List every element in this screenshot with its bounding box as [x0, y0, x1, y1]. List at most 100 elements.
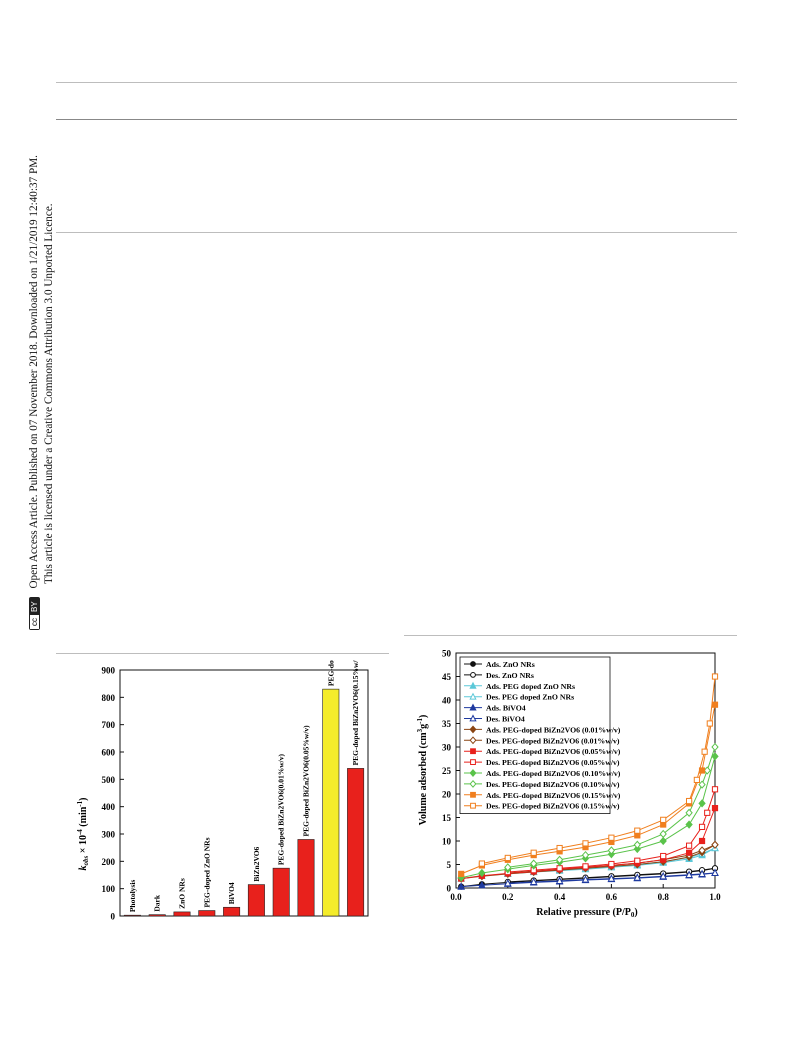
iso-y-tick-label: 10 [442, 837, 452, 847]
bar-category-label: Photolysis [128, 880, 137, 913]
cc-by-badge: ccBY [28, 597, 40, 630]
header-rule-bottom [56, 119, 737, 120]
data-point [633, 873, 642, 881]
bar-category-label: PEG-doped BiZn2VO6(0.15%w/v) [351, 660, 360, 765]
data-point [685, 870, 693, 878]
iso-x-axis-label: Relative pressure (P/P0) [536, 907, 637, 919]
data-point [608, 834, 615, 841]
legend-entry: Des. PEG-doped BiZn2VO6 (0.01%w/v) [486, 736, 620, 745]
data-point [581, 875, 590, 883]
data-point [469, 736, 477, 745]
data-point [457, 882, 466, 890]
data-point [608, 860, 615, 868]
data-point [659, 836, 667, 846]
iso-y-tick-label: 0 [447, 884, 452, 894]
data-point [470, 759, 476, 765]
bar-y-tick-label: 500 [102, 775, 116, 785]
data-point [706, 720, 713, 727]
data-point [582, 863, 589, 870]
data-point [686, 849, 693, 856]
bar-y-tick-label: 800 [102, 693, 116, 703]
legend-entry: Ads. PEG-doped BiZn2VO6 (0.15%w/v) [486, 791, 621, 800]
bar-category-label: PEG-doped BiZn2VO6(0.01%w/v) [277, 754, 286, 866]
legend-entry: Des. BiVO4 [486, 715, 525, 724]
header-rule-top [56, 82, 737, 83]
data-point [581, 850, 590, 860]
data-point [633, 844, 641, 854]
data-point [469, 681, 477, 689]
iso-y-tick-label: 45 [442, 672, 452, 682]
data-point [530, 859, 538, 868]
legend-entry: Des. ZnO NRs [486, 671, 534, 680]
iso-x-tick-label: 0.0 [450, 892, 462, 902]
iso-y-tick-label: 35 [442, 719, 452, 729]
series-line [507, 872, 716, 884]
data-point [711, 752, 719, 761]
data-point [693, 776, 700, 784]
legend-entry: Des. PEG doped ZnO NRs [486, 693, 574, 702]
data-point [470, 748, 476, 755]
bar [223, 906, 241, 917]
data-point [634, 827, 641, 834]
data-point [685, 808, 693, 817]
series-line [507, 867, 716, 883]
bar [272, 867, 290, 917]
bar-plot-frame [119, 669, 369, 917]
open-access-notice: ccBY Open Access Article. Published on 0… [28, 0, 44, 630]
data-point [698, 869, 706, 877]
bar-category-label: ZnO NRs [178, 878, 187, 909]
isotherm-series [504, 786, 719, 876]
data-point [704, 809, 711, 816]
data-point [711, 786, 719, 793]
iso-x-tick-label: 0.6 [606, 892, 618, 902]
data-point [529, 877, 538, 885]
legend-box [459, 656, 611, 815]
data-point [711, 840, 719, 849]
rate-constant-bar-chart: kobs × 10-4 (min-1) 0 100 200 300 400 500 600 7… [76, 660, 369, 922]
data-point [470, 791, 476, 798]
data-point [555, 855, 564, 864]
open-access-line: Open Access Article. Published on 07 Nov… [28, 155, 40, 589]
data-point [469, 692, 477, 700]
bar-y-tick-label: 100 [102, 884, 116, 894]
bar-y-axis-label: kobs × 10-4 (min-1) [76, 798, 90, 871]
data-point [469, 714, 477, 722]
data-point [478, 868, 486, 878]
bar-y-tick-label: 200 [102, 857, 116, 867]
data-point [698, 837, 706, 845]
data-point [556, 844, 563, 852]
legend-entry: Ads. PEG-doped BiZn2VO6 (0.01%w/v) [486, 725, 621, 734]
data-point [607, 874, 616, 882]
data-point [504, 854, 511, 862]
data-point [469, 769, 477, 777]
data-point [711, 673, 719, 680]
iso-legend: Ads. ZnO NRs Des. ZnO NRs Ads. PEG doped Z… [459, 656, 621, 815]
data-point [698, 799, 706, 808]
bar-y-tick-label: 700 [102, 720, 116, 730]
bar-y-tick-label: 0 [111, 912, 116, 922]
data-point [698, 823, 706, 831]
data-point [470, 672, 476, 678]
iso-x-tick-label: 1.0 [709, 892, 721, 902]
bar-y-tick-label: 900 [102, 666, 116, 676]
bar [297, 839, 315, 917]
data-point [698, 780, 706, 789]
data-point [582, 840, 589, 847]
bar-marks: Photolysis Dark ZnO NRs PEG-doped ZnO NRs Bi… [123, 660, 365, 917]
bar [247, 884, 265, 917]
bar-ticks: 0 100 200 300 400 500 600 700 800 900 [102, 666, 124, 922]
bar-category-label: BiVO4 [227, 882, 236, 904]
data-point [607, 846, 616, 855]
data-point [660, 852, 667, 860]
data-point [659, 871, 668, 880]
isotherm-series [503, 868, 719, 887]
data-point [703, 766, 711, 775]
legend-entry: Ads. ZnO NRs [486, 660, 535, 669]
bar [148, 914, 166, 917]
bar [123, 914, 141, 917]
data-point [478, 880, 486, 889]
iso-ticks: 0 5 10 15 20 25 30 35 40 45 50 0.0 0.2 0.4 0.6 0.8 1.0 [442, 649, 721, 903]
legend-entry: Des. PEG-doped BiZn2VO6 (0.15%w/v) [486, 802, 620, 811]
iso-y-tick-label: 30 [442, 743, 452, 753]
legend-entry: Des. PEG-doped BiZn2VO6 (0.10%w/v) [486, 780, 620, 789]
